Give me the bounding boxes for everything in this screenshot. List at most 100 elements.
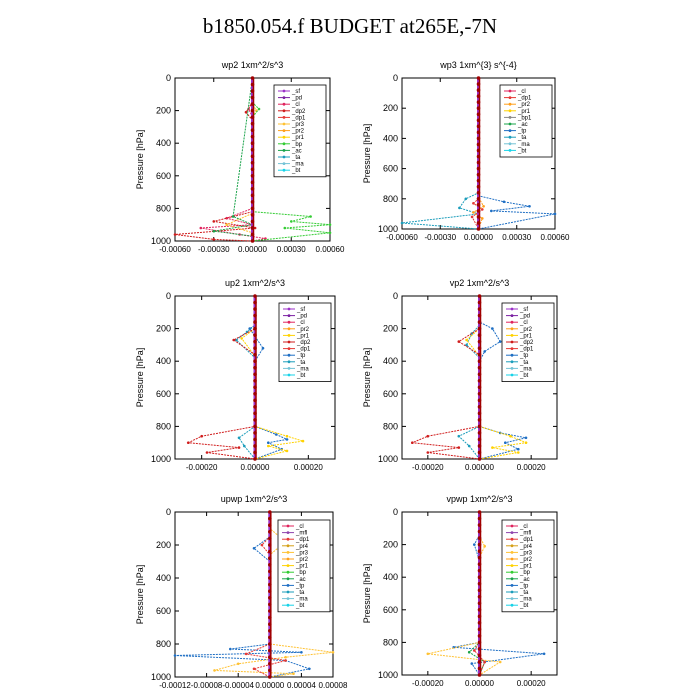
zero-series-point: [268, 596, 272, 600]
zero-series-point: [250, 239, 255, 243]
legend-marker: [282, 116, 286, 119]
legend-marker: [510, 564, 514, 567]
legend-entry: _ta: [291, 155, 301, 161]
y-tick-label: 400: [383, 572, 398, 582]
zero-series-point: [268, 556, 272, 560]
y-tick-label: 1000: [378, 454, 398, 464]
legend-marker: [286, 524, 290, 528]
legend-entry: _dp1: [296, 347, 311, 353]
zero-series-point: [477, 516, 482, 521]
x-tick-label: -0.00030: [198, 245, 230, 254]
legend-entry: _cl: [296, 320, 305, 326]
data-point: [275, 433, 278, 436]
data-point: [509, 434, 512, 438]
legend-entry: _sf: [519, 307, 528, 313]
data-point: [483, 660, 487, 664]
zero-series-point: [253, 313, 257, 318]
zero-series-point: [250, 76, 255, 80]
zero-series-point: [268, 536, 272, 541]
legend-entry: _ac: [295, 577, 306, 583]
panel-vp2: vp2 1xm^2/s^3 Pressure [hPa] 0 200 400 600 800…: [362, 278, 558, 472]
zero-series-point: [268, 668, 272, 673]
zero-series-point: [477, 647, 482, 651]
legend-entry: _cl: [519, 320, 528, 326]
x-tick-label: -0.00030: [424, 233, 456, 242]
zero-series-point: [477, 601, 482, 606]
legend-entry: _pr3: [295, 550, 309, 556]
zero-series-point: [476, 100, 481, 104]
zero-series-point: [253, 444, 257, 448]
data-point: [253, 226, 257, 230]
data-point: [465, 343, 468, 347]
legend-entry: _pr1: [291, 135, 305, 141]
legend-entry: _dp1: [291, 115, 306, 121]
y-tick-label: 800: [383, 637, 398, 647]
zero-series-point: [250, 134, 255, 139]
legend-entry: _bp: [291, 142, 303, 148]
legend-marker: [286, 564, 290, 567]
legend-marker: [510, 584, 514, 587]
zero-series-point: [477, 431, 482, 435]
legend-entry: _dp2: [296, 340, 311, 346]
zero-series-point: [476, 154, 481, 159]
zero-series-point: [253, 372, 257, 377]
zero-series-point: [268, 549, 272, 554]
legend-entry: _dp2: [519, 340, 534, 346]
legend-entry: _pr1: [296, 333, 310, 339]
legend-marker: [508, 109, 512, 113]
legend-entry: _pr2: [291, 129, 305, 135]
y-tick-label: 800: [156, 203, 171, 213]
legend-marker: [510, 353, 514, 357]
y-axis-label: Pressure [hPa]: [362, 124, 372, 184]
zero-series-point: [268, 589, 272, 593]
legend-marker: [510, 314, 514, 317]
x-tick-label: 0.00000: [241, 463, 270, 472]
x-tick-label: 0.00020: [517, 679, 546, 688]
legend-marker: [286, 551, 290, 554]
zero-series-point: [250, 154, 255, 159]
zero-series-point: [477, 437, 482, 442]
zero-series-point: [477, 294, 482, 298]
y-tick-label: 400: [156, 356, 171, 366]
page-title: b1850.054.f BUDGET at265E,-7N: [202, 14, 498, 38]
legend-marker: [282, 162, 286, 166]
data-point: [231, 215, 235, 218]
legend-marker: [510, 524, 514, 528]
zero-series-point: [268, 615, 272, 620]
data-point: [400, 221, 404, 225]
legend-entry: _pr3: [291, 122, 305, 128]
x-tick-label: -0.00020: [412, 463, 444, 472]
zero-series-point: [250, 82, 255, 87]
zero-series-point: [477, 523, 482, 527]
zero-series-point: [477, 392, 482, 396]
panel-title: vp2 1xm^2/s^3: [450, 278, 509, 288]
data-point: [236, 662, 240, 666]
zero-series-point: [477, 673, 482, 677]
zero-series-point: [250, 180, 255, 185]
legend-entry: _ma: [291, 162, 304, 168]
zero-series-point: [476, 227, 481, 231]
legend-marker: [287, 360, 291, 364]
zero-series-point: [477, 300, 482, 305]
zero-series-point: [268, 622, 272, 626]
zero-series-point: [477, 529, 482, 534]
x-tick-label: 0.00000: [255, 681, 284, 690]
zero-series-point: [477, 588, 482, 593]
legend-marker: [282, 96, 286, 99]
legend-marker: [510, 544, 514, 548]
legend-entry: _tp: [517, 129, 527, 135]
legend-marker: [287, 327, 291, 331]
legend-marker: [510, 597, 514, 600]
series-line-dp1: [244, 512, 286, 678]
x-tick-label: 0.00060: [541, 233, 570, 242]
zero-series-point: [477, 555, 482, 560]
zero-series-point: [268, 675, 272, 679]
data-point: [457, 446, 461, 449]
data-point: [426, 434, 430, 438]
data-point: [467, 650, 471, 654]
y-tick-label: 200: [383, 540, 398, 550]
legend-entry: _bp1: [517, 115, 532, 121]
x-tick-label: 0.00030: [502, 233, 531, 242]
zero-series-point: [476, 221, 481, 225]
